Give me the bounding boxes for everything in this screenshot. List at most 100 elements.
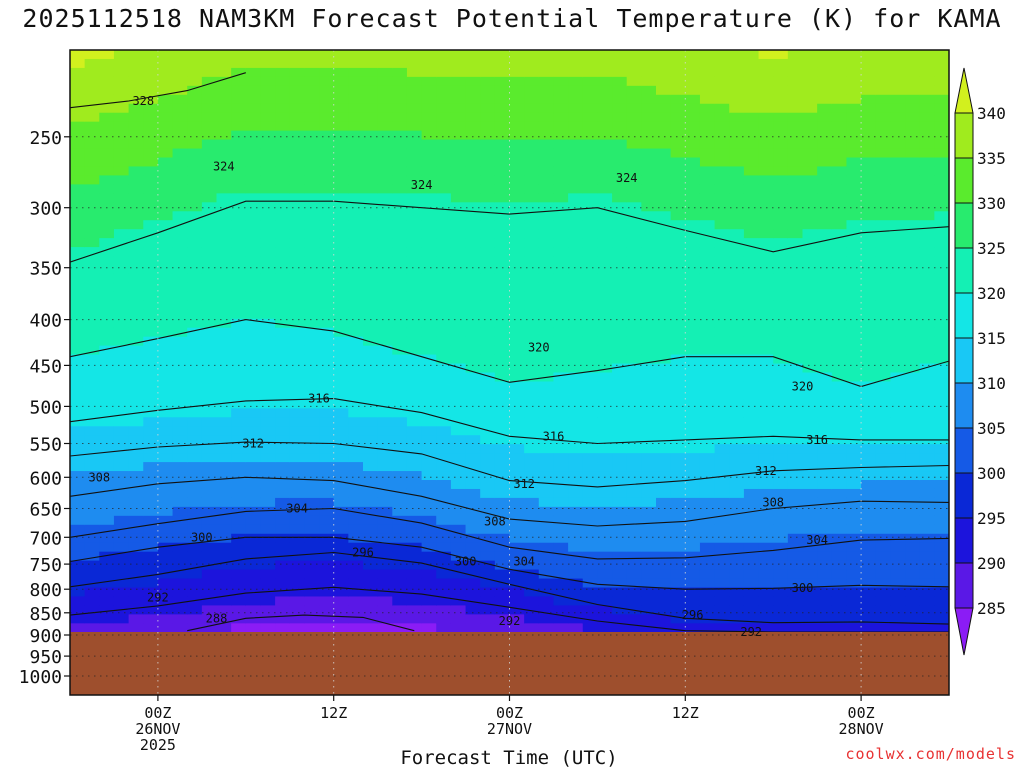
temperature-cell [319, 524, 335, 535]
temperature-cell [656, 399, 672, 409]
temperature-cell [568, 578, 584, 589]
temperature-cell [509, 50, 525, 60]
temperature-cell [787, 596, 804, 607]
contour-label: 308 [762, 495, 784, 509]
temperature-cell [817, 247, 833, 257]
temperature-cell [685, 390, 701, 400]
temperature-cell [568, 524, 584, 535]
temperature-cell [831, 175, 848, 185]
temperature-cell [758, 291, 774, 302]
temperature-cell [699, 542, 716, 553]
temperature-cell [392, 50, 408, 60]
temperature-cell [450, 130, 467, 141]
temperature-cell [450, 462, 467, 472]
temperature-cell [84, 614, 100, 624]
temperature-cell [421, 58, 437, 69]
temperature-cell [143, 426, 159, 436]
temperature-cell [377, 265, 393, 275]
temperature-cell [319, 148, 335, 159]
temperature-cell [905, 426, 921, 436]
temperature-cell [421, 256, 437, 266]
temperature-cell [846, 480, 862, 490]
temperature-cell [304, 273, 320, 284]
temperature-cell [846, 94, 862, 105]
temperature-cell [128, 50, 144, 60]
temperature-cell [231, 130, 247, 141]
temperature-cell [113, 220, 130, 230]
temperature-cell [480, 354, 496, 365]
temperature-cell [494, 166, 511, 177]
temperature-cell [99, 94, 115, 105]
temperature-cell [260, 381, 276, 392]
temperature-cell [319, 282, 335, 293]
temperature-cell [275, 524, 291, 535]
temperature-cell [729, 265, 745, 275]
temperature-cell [187, 175, 203, 185]
temperature-cell [905, 596, 921, 607]
temperature-cell [333, 354, 349, 365]
temperature-cell [70, 453, 86, 463]
temperature-cell [846, 390, 862, 400]
temperature-cell [231, 229, 247, 239]
temperature-cell [670, 103, 686, 114]
temperature-cell [201, 273, 218, 284]
temperature-cell [245, 282, 262, 293]
temperature-cell [231, 139, 247, 150]
temperature-cell [787, 345, 804, 356]
temperature-cell [802, 318, 818, 329]
temperature-cell [333, 471, 349, 481]
temperature-cell [480, 103, 496, 114]
temperature-cell [128, 148, 144, 159]
temperature-cell [656, 345, 672, 356]
temperature-cell [436, 157, 452, 168]
temperature-cell [641, 444, 657, 454]
temperature-cell [84, 381, 100, 392]
temperature-cell [568, 471, 584, 481]
temperature-cell [275, 58, 291, 69]
temperature-cell [553, 399, 569, 409]
temperature-cell [260, 193, 276, 203]
temperature-cell [421, 103, 437, 114]
temperature-cell [685, 372, 701, 383]
temperature-cell [113, 148, 130, 159]
temperature-cell [84, 76, 100, 87]
temperature-cell [319, 211, 335, 221]
temperature-cell [817, 551, 833, 562]
temperature-cell [333, 506, 349, 517]
isentrope-320 [70, 319, 949, 388]
temperature-cell [480, 435, 496, 445]
temperature-cell [612, 318, 628, 329]
temperature-cell [612, 524, 628, 535]
temperature-cell [934, 408, 949, 418]
temperature-cell [656, 453, 672, 463]
temperature-cell [187, 426, 203, 436]
temperature-cell [319, 112, 335, 123]
temperature-cell [363, 354, 379, 365]
temperature-cell [626, 50, 642, 60]
temperature-cell [919, 506, 935, 517]
temperature-cell [348, 166, 364, 177]
temperature-cell [260, 497, 276, 508]
temperature-cell [699, 488, 716, 499]
temperature-cell [670, 76, 686, 87]
temperature-cell [641, 381, 657, 392]
temperature-cell [890, 524, 906, 535]
temperature-cell [333, 336, 349, 347]
temperature-cell [802, 381, 818, 392]
temperature-cell [99, 587, 115, 598]
temperature-cell [216, 121, 232, 132]
temperature-cell [729, 247, 745, 257]
temperature-cell [729, 444, 745, 454]
temperature-cell [260, 229, 276, 239]
temperature-cell [773, 426, 789, 436]
temperature-cell [348, 148, 364, 159]
temperature-cell [465, 50, 481, 60]
temperature-cell [187, 309, 203, 320]
temperature-cell [70, 318, 86, 329]
temperature-cell [231, 488, 247, 499]
temperature-cell [890, 121, 906, 132]
temperature-cell [70, 444, 86, 454]
temperature-cell [875, 605, 891, 615]
temperature-cell [201, 130, 218, 141]
